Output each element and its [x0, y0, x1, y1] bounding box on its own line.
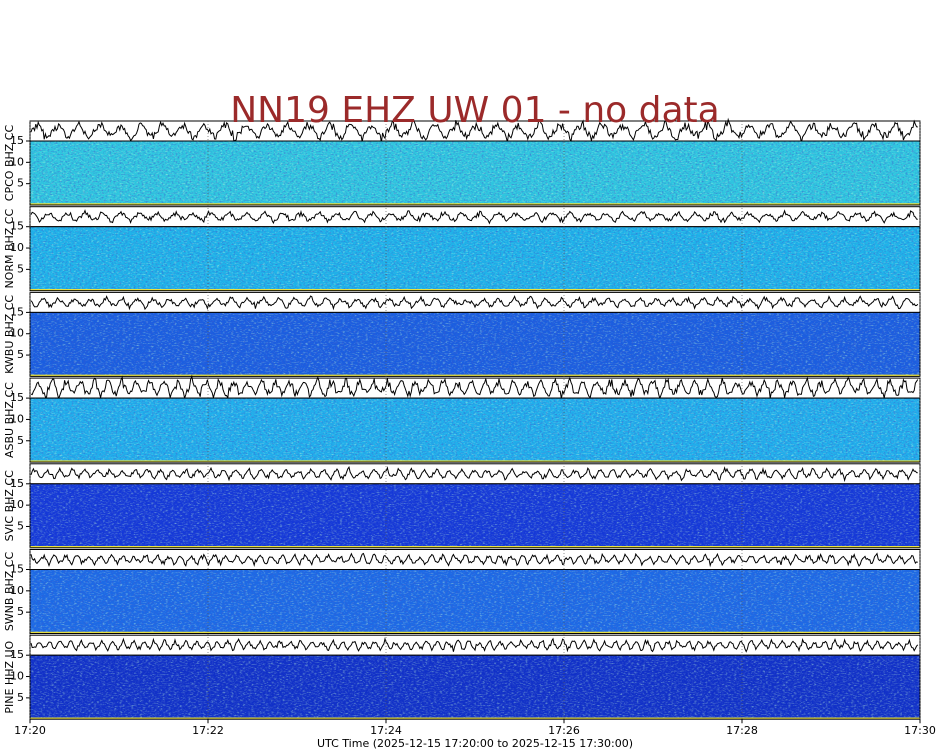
spectrogram-noise	[30, 226, 920, 291]
y-tick-label: 5	[17, 691, 24, 704]
y-tick-label: 15	[10, 648, 24, 661]
y-tick-label: 15	[10, 220, 24, 233]
panel-label: NORM BHZ CC	[3, 209, 16, 289]
panel-label: PINE HHZ UO	[3, 640, 16, 713]
spectrogram-noise	[30, 141, 920, 205]
spectrogram-noise	[30, 655, 920, 720]
y-tick-label: 10	[10, 584, 24, 597]
waveform	[30, 117, 918, 143]
y-tick-label: 10	[10, 412, 24, 425]
spectrogram-noise	[30, 398, 920, 463]
spectrogram-frame	[29, 654, 921, 720]
spectrogram-noise	[30, 569, 920, 634]
y-tick-label: 15	[10, 563, 24, 576]
x-axis-label: UTC Time (2025-12-15 17:20:00 to 2025-12…	[317, 737, 633, 750]
y-tick-label: 5	[17, 434, 24, 447]
waveform	[30, 209, 918, 225]
waveform	[30, 295, 919, 311]
y-tick-label: 5	[17, 262, 24, 275]
chart-title: NN19 EHZ UW 01 - no data	[230, 90, 719, 131]
x-tick-label: 17:26	[548, 724, 580, 737]
panel-label: SVIC BHZ CC	[3, 470, 16, 541]
y-tick-label: 5	[17, 177, 24, 190]
y-tick-label: 5	[17, 348, 24, 361]
waveform	[30, 466, 918, 483]
y-tick-label: 10	[10, 241, 24, 254]
spectrogram-noise	[30, 483, 920, 548]
panel-label: ASBU BHZ CC	[3, 382, 16, 458]
y-tick-label: 10	[10, 155, 24, 168]
y-tick-label: 10	[10, 498, 24, 511]
spectrogram-frame	[29, 311, 921, 377]
y-tick-label: 15	[10, 391, 24, 404]
waveform-box	[29, 549, 921, 570]
x-tick-label: 17:24	[370, 724, 402, 737]
spectrogram-noise	[30, 312, 920, 377]
y-tick-label: 10	[10, 327, 24, 340]
y-tick-label: 15	[10, 477, 24, 490]
panel-label: SWNB BHZ CC	[3, 552, 16, 632]
spectrogram-frame	[29, 483, 921, 549]
x-tick-label: 17:20	[14, 724, 46, 737]
y-tick-label: 5	[17, 605, 24, 618]
waveform-box	[29, 291, 921, 313]
panel-label: CPCO BHZ CC	[3, 125, 16, 202]
y-tick-label: 10	[10, 670, 24, 683]
waveform	[30, 552, 918, 568]
x-tick-label: 17:28	[726, 724, 758, 737]
x-tick-label: 17:30	[904, 724, 936, 737]
waveform	[30, 637, 919, 653]
y-tick-label: 15	[10, 134, 24, 147]
x-tick-label: 17:22	[192, 724, 224, 737]
waveform-box	[29, 634, 921, 656]
panel-label: KWBU BHZ CC	[3, 295, 16, 374]
y-tick-label: 15	[10, 305, 24, 318]
spectrogram-frame	[29, 226, 921, 292]
y-tick-label: 5	[17, 519, 24, 532]
waveform	[30, 374, 919, 401]
